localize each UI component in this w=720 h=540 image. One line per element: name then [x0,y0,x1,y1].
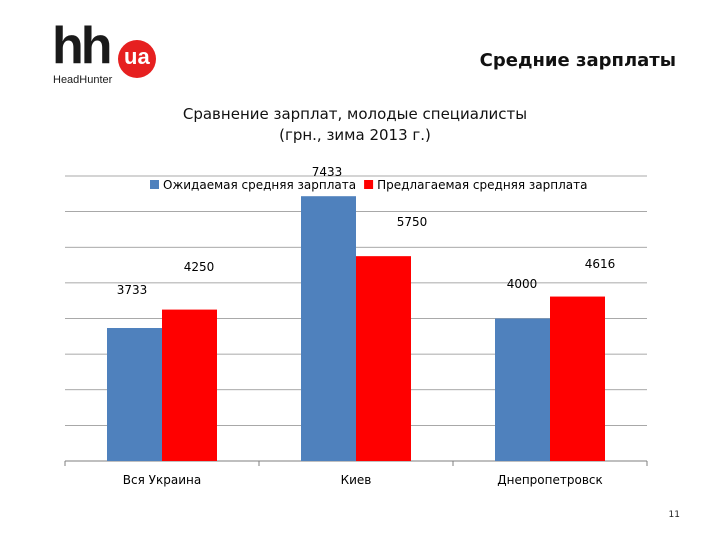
headhunter-logo: hh ua HeadHunter [52,20,162,90]
bar-expected [107,328,162,461]
legend-label: Ожидаемая средняя зарплата [163,178,356,192]
category-label: Днепропетровск [497,473,603,487]
chart-subtitle: (грн., зима 2013 г.) [279,126,431,144]
bar-expected [301,196,356,461]
data-label: 7433 [312,165,343,179]
bar-expected [495,318,550,461]
slide-title: Средние зарплаты [479,50,676,71]
legend-swatch [150,180,159,189]
legend-label: Предлагаемая средняя зарплата [377,178,587,192]
bar-offered [550,296,605,461]
logo-hh-text: hh [52,17,113,75]
category-label: Киев [341,473,372,487]
data-label: 5750 [397,215,428,229]
category-label: Вся Украина [123,473,201,487]
bar-offered [162,309,217,461]
logo-ua-circle [118,40,156,78]
data-label: 4000 [507,277,538,291]
data-label: 4616 [585,257,616,271]
page-number: 11 [668,510,680,520]
data-label: 3733 [117,283,148,297]
legend-swatch [364,180,374,189]
chart-title: Сравнение зарплат, молодые специалисты [182,105,528,123]
chart-title-block: Сравнение зарплат, молодые специалисты (… [60,104,650,146]
bar-offered [356,256,411,461]
data-label: 4250 [184,260,215,274]
logo-subtitle: HeadHunter [53,74,113,86]
logo-ua-text: ua [124,44,150,69]
